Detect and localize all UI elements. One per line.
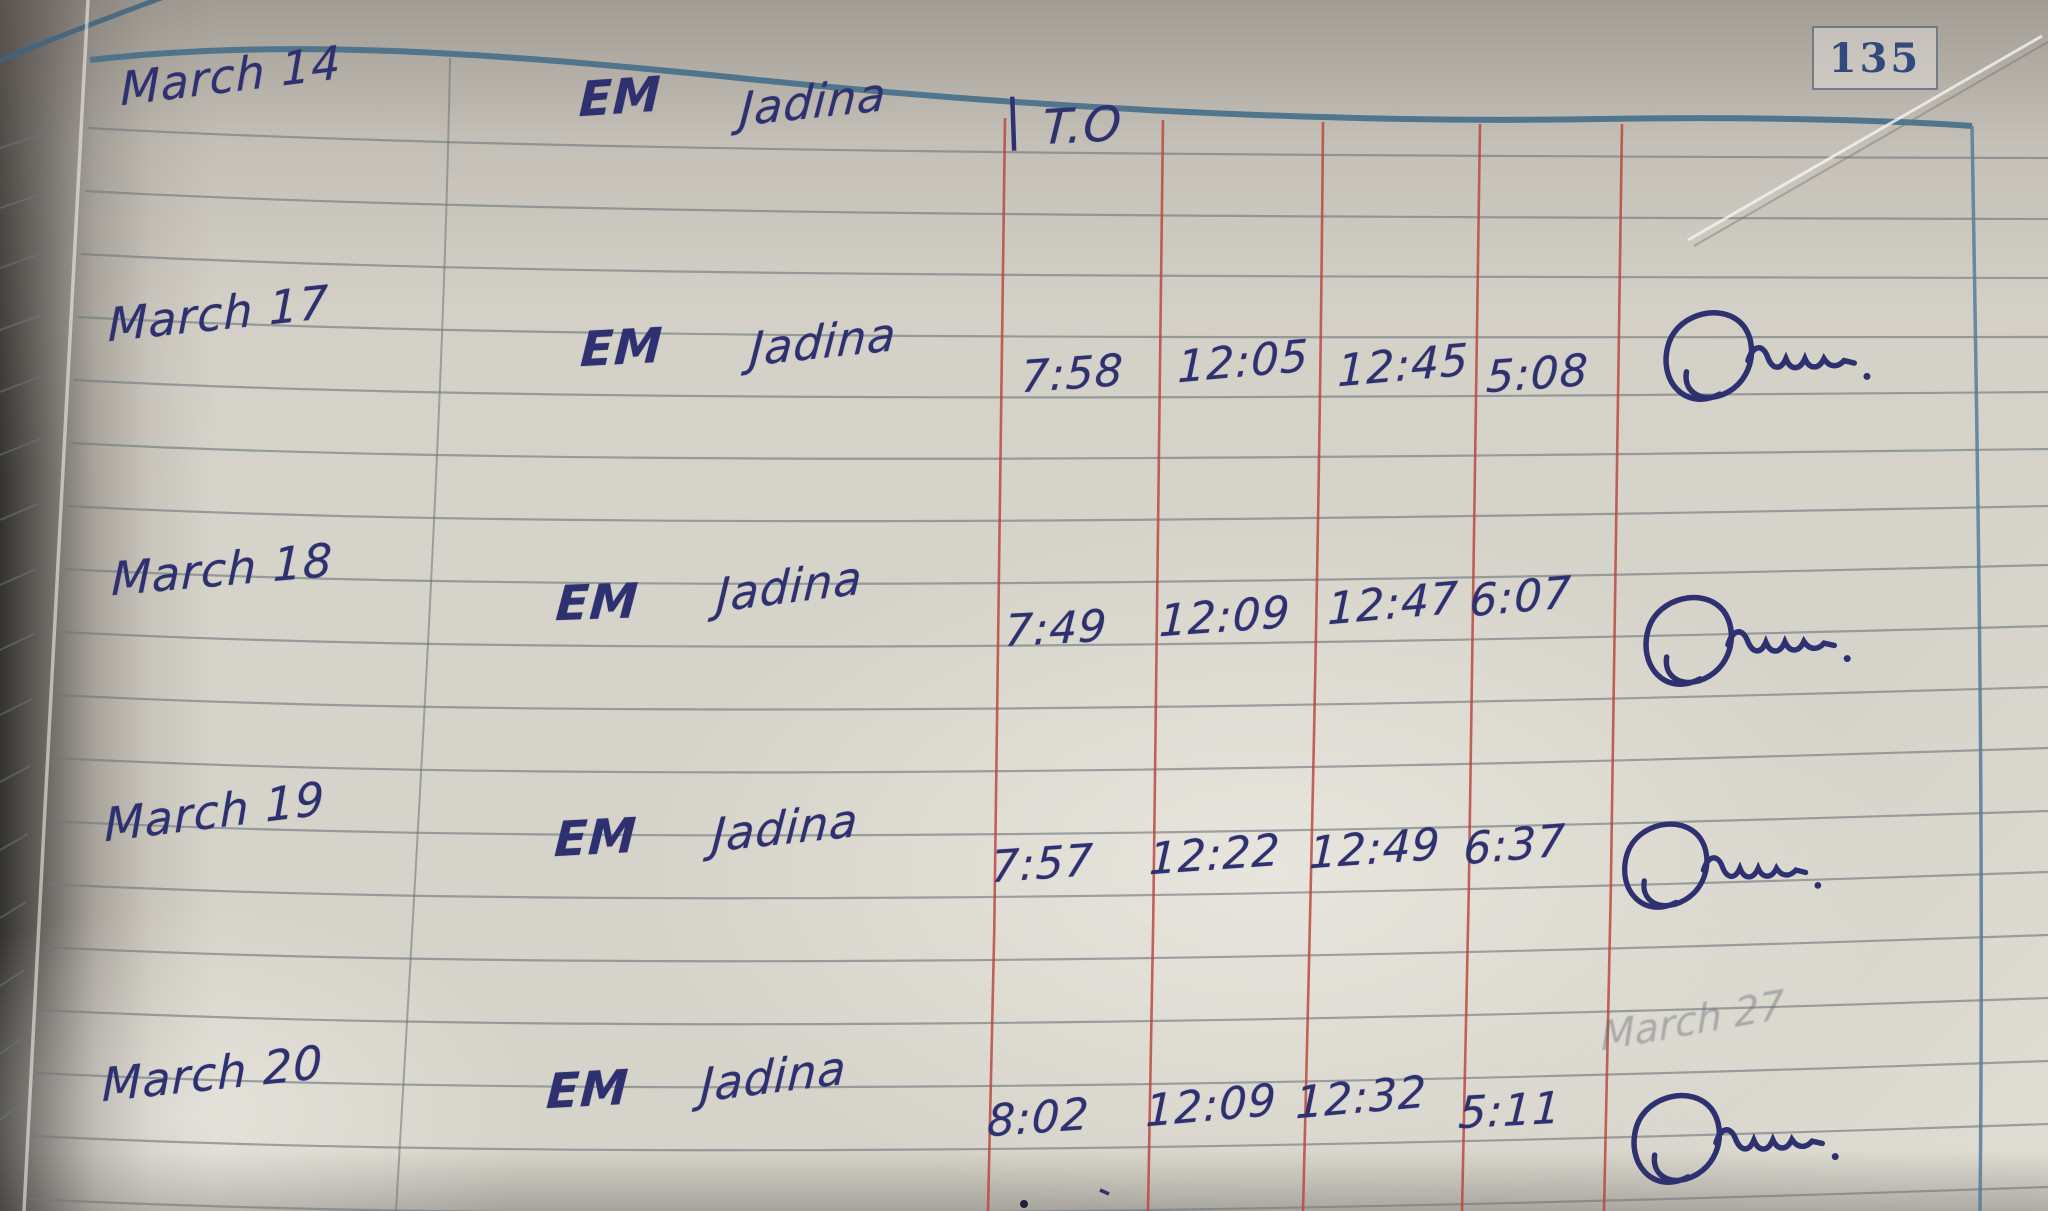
time-in-am: 7:49 [1003,600,1109,658]
date-column-line [395,57,451,1211]
time-in-am: 7:57 [990,834,1095,894]
time-out-pm: 5:11 [1457,1082,1563,1140]
corner-crease-shadow [1693,41,2048,247]
entry-initials: EM [554,573,641,633]
time-out-noon: 12:09 [1158,586,1292,648]
right-margin-rule [1970,125,1984,1211]
entry-initials: EM [578,66,663,129]
underpage-lines [0,131,51,1121]
time-in-am: 7:58 [1020,344,1125,404]
header-rule [89,46,1973,129]
underpage-header-line [0,0,163,64]
time-in-am: 8:02 [986,1088,1091,1148]
entry-initials: EM [553,807,639,869]
entry-initials: EM [579,317,665,379]
page-number: 135 [1828,34,1922,82]
time-in-pm: 12:49 [1308,818,1442,880]
time-out-pm: 6:07 [1469,567,1573,628]
ink-tick: | [1002,87,1024,152]
signature-scribble [1663,310,1871,402]
entry-note: T.O [1041,95,1124,157]
time-out-pm: 5:08 [1485,344,1590,404]
time-out-pm: 6:37 [1463,815,1567,876]
ink-dash [1099,1188,1110,1196]
corner-crease [1687,34,2043,242]
red-column-lines [986,117,1624,1211]
signature-scribble [1631,1092,1839,1185]
entry-initials: EM [545,1059,631,1121]
horizontal-rules [28,126,2048,1211]
time-out-noon: 12:22 [1148,824,1282,886]
page-number-box: 135 [1812,26,1938,90]
signature-scribble [1622,821,1822,910]
page-edge [22,0,90,1211]
ink-dot [1020,1200,1028,1208]
signature-scribble [1643,594,1851,687]
